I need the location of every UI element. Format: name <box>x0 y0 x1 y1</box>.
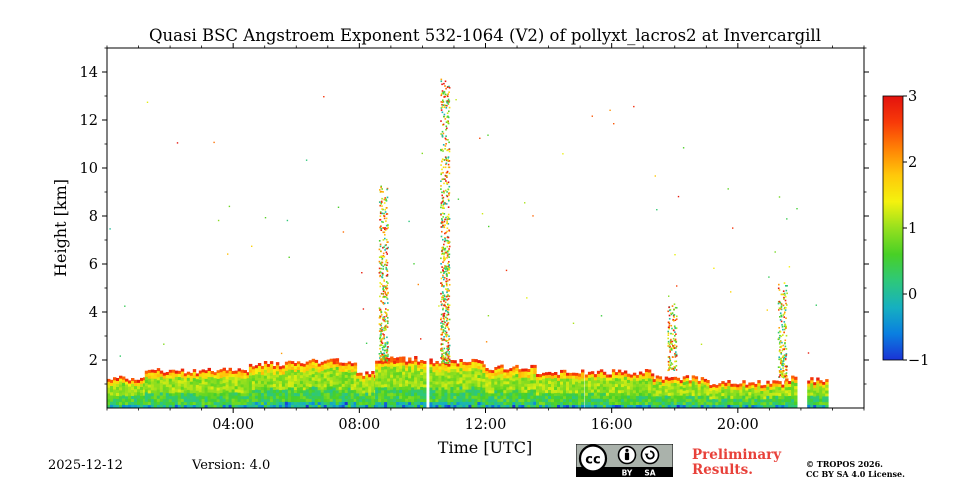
x-axis-label: Time [UTC] <box>438 438 532 457</box>
y-tick-label: 14 <box>80 65 98 81</box>
x-tick-label: 16:00 <box>591 417 633 433</box>
copyright-line-2: CC BY SA 4.0 License. <box>806 469 905 479</box>
preliminary-line-2: Results. <box>692 462 753 478</box>
preliminary-results-note: Preliminary Results. <box>692 448 781 478</box>
layer-segment <box>536 369 585 408</box>
copyright-line-1: © TROPOS 2026. <box>806 459 883 469</box>
aerosol-plume <box>378 185 389 362</box>
sa-label: SA <box>644 468 655 477</box>
layer-segment <box>429 358 484 408</box>
x-tick-label: 08:00 <box>338 417 380 433</box>
plot-frame <box>106 47 865 409</box>
layer-segment <box>584 369 655 408</box>
colorbar-tick-label: 0 <box>908 287 917 303</box>
colorbar-tick-label: −1 <box>908 353 929 369</box>
colorbar-tick-label: 2 <box>908 155 917 171</box>
y-axis-label: Height [km] <box>51 179 70 277</box>
y-tick-label: 10 <box>80 161 98 177</box>
layer-segment <box>706 380 788 408</box>
layer-segment <box>356 371 378 408</box>
layer-segment <box>652 375 708 408</box>
x-tick-label: 04:00 <box>212 417 254 433</box>
colorbar-tick-label: 1 <box>908 221 917 237</box>
colorbar-ticks: −1 0 1 2 3 <box>903 89 929 369</box>
date-label: 2025-12-12 <box>48 458 123 473</box>
cc-logo-text: cc <box>585 453 600 468</box>
layer-segment <box>248 360 307 408</box>
y-tick-label: 8 <box>89 209 98 225</box>
layer-segment <box>807 377 829 408</box>
y-tick-label: 6 <box>89 257 98 273</box>
colorbar-tick-label: 3 <box>908 89 917 105</box>
by-label: BY <box>622 468 633 477</box>
aerosol-plume <box>667 303 678 372</box>
heatmap-area <box>107 78 829 408</box>
layer-segment <box>305 358 358 408</box>
layer-segment <box>785 375 798 408</box>
chart-title: Quasi BSC Angstroem Exponent 532-1064 (V… <box>149 26 821 45</box>
layer-segment <box>201 367 250 408</box>
y-tick-label: 2 <box>89 353 98 369</box>
scattered-points <box>109 96 817 357</box>
aerosol-plume <box>440 78 451 364</box>
sa-sharealike-icon <box>640 445 660 465</box>
copyright-note: © TROPOS 2026. CC BY SA 4.0 License. <box>806 459 905 479</box>
cc-license-badge: cc BY SA <box>576 444 673 477</box>
layer-segment <box>107 375 147 408</box>
by-attribution-icon <box>617 445 637 465</box>
x-tick-label: 20:00 <box>717 417 759 433</box>
colorbar <box>882 95 904 361</box>
layer-segment <box>144 368 203 408</box>
y-tick-label: 4 <box>89 305 98 321</box>
axis-ticks: 04:00 08:00 12:00 16:00 20:00 2 4 6 8 10 12 14 <box>80 43 869 433</box>
layer-segment <box>482 364 537 408</box>
layer-segment <box>375 356 427 408</box>
preliminary-line-1: Preliminary <box>692 447 782 463</box>
x-tick-label: 12:00 <box>465 417 507 433</box>
y-tick-label: 12 <box>80 113 98 129</box>
version-label: Version: 4.0 <box>192 458 271 473</box>
aerosol-plume <box>777 282 788 379</box>
